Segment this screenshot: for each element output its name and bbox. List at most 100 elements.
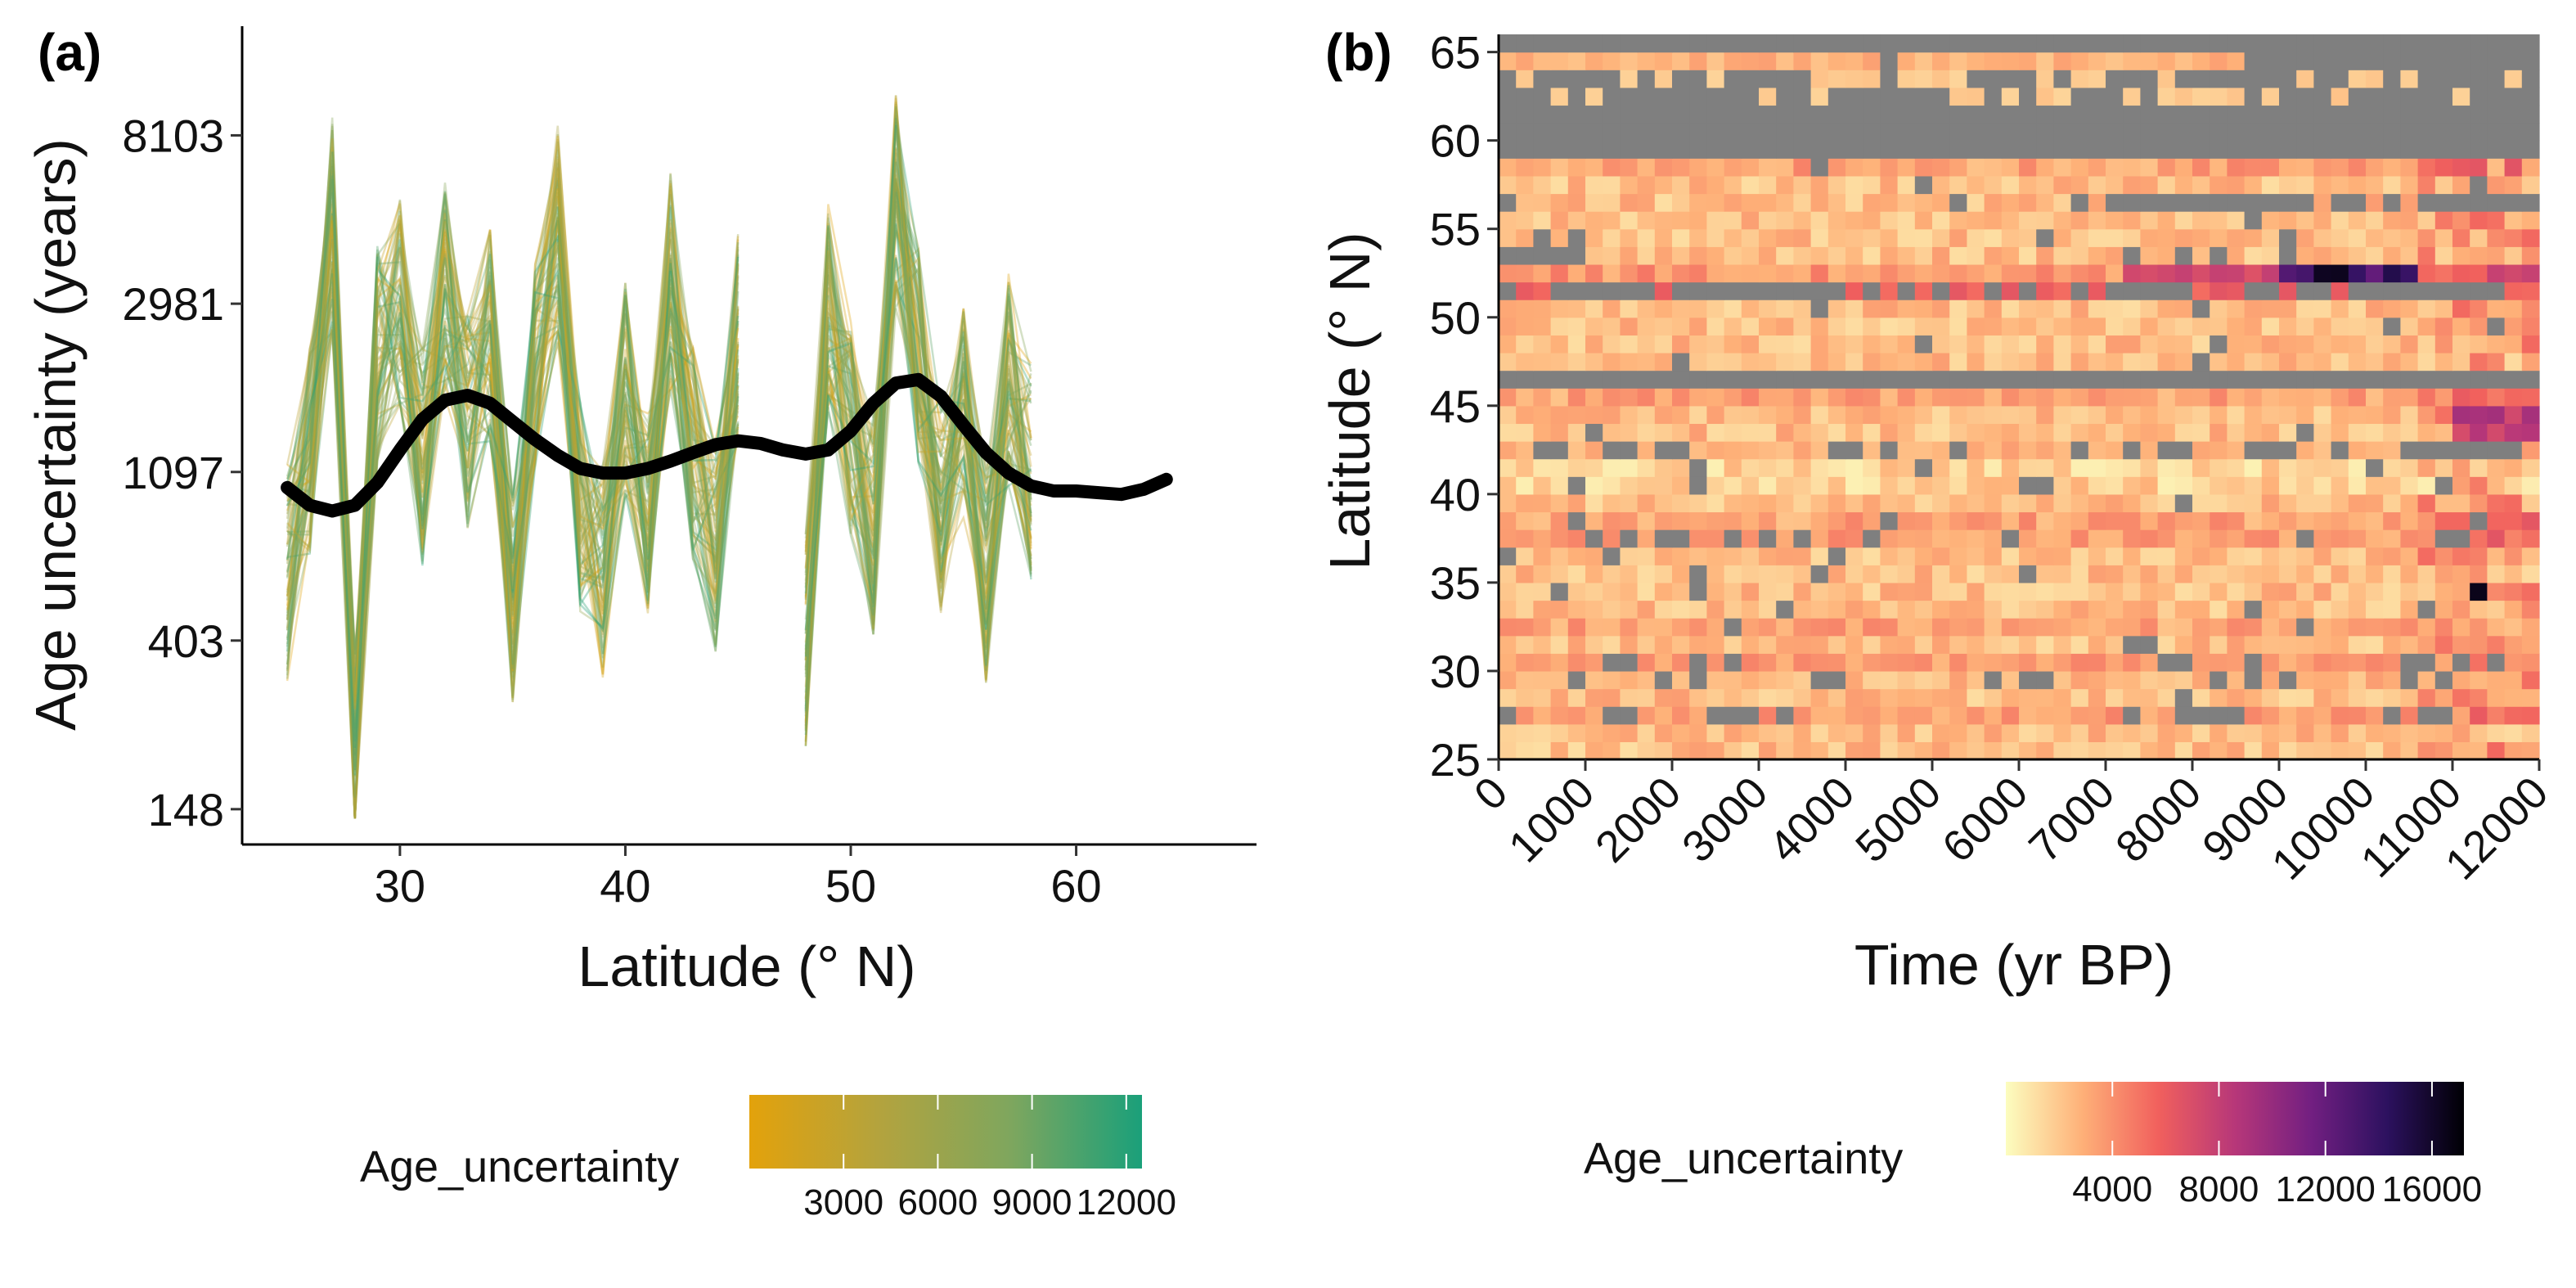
heatmap-cell — [2106, 547, 2124, 565]
heatmap-cell — [1914, 600, 1933, 619]
heatmap-cell — [1967, 87, 1985, 106]
sample-trace — [285, 156, 740, 819]
heatmap-cell — [2019, 476, 2037, 495]
heatmap-cell — [1967, 547, 1985, 565]
heatmap-cell — [2174, 388, 2193, 407]
heatmap-cell — [2521, 547, 2540, 565]
heatmap-cell — [2174, 600, 2193, 619]
heatmap-cell — [1672, 70, 1690, 88]
heatmap-cell — [1516, 706, 1534, 725]
heatmap-cell — [2174, 706, 2193, 725]
heatmap-cell — [2487, 458, 2506, 477]
heatmap-cell — [2452, 263, 2470, 283]
sample-trace — [804, 256, 1032, 721]
heatmap-cell — [2244, 529, 2263, 548]
sample-trace — [285, 159, 740, 703]
heatmap-cell — [2331, 246, 2349, 265]
heatmap-cell — [2521, 105, 2540, 124]
heatmap-cell — [1967, 140, 1985, 159]
heatmap-cell — [2434, 317, 2453, 336]
heatmap-cell — [1863, 140, 1881, 159]
heatmap-cell — [1706, 211, 1725, 230]
heatmap-cell — [2504, 263, 2523, 283]
heatmap-cell — [1863, 175, 1881, 195]
heatmap-cell — [1827, 87, 1846, 106]
heatmap-cell — [1759, 565, 1777, 583]
heatmap-cell — [1897, 529, 1916, 548]
heatmap-cell — [1759, 688, 1777, 707]
heatmap-cell — [1967, 105, 1985, 124]
heatmap-cell — [2210, 706, 2228, 725]
heatmap-cell — [2521, 211, 2540, 230]
heatmap-cell — [1932, 211, 1950, 230]
heatmap-cell — [1949, 228, 1967, 247]
heatmap-cell — [1949, 175, 1967, 195]
heatmap-cell — [2487, 211, 2506, 230]
heatmap-cell — [2192, 565, 2210, 583]
heatmap-cell — [1654, 565, 1673, 583]
heatmap-cell — [1880, 87, 1899, 106]
heatmap-cell — [2417, 70, 2436, 88]
heatmap-cell — [1880, 123, 1899, 142]
heatmap-cell — [2070, 370, 2089, 389]
sample-trace — [285, 165, 740, 768]
heatmap-cell — [1897, 105, 1916, 124]
heatmap-cell — [2019, 175, 2037, 195]
heatmap-cell — [2470, 317, 2488, 336]
heatmap-cell — [2331, 370, 2349, 389]
heatmap-cell — [2140, 388, 2159, 407]
heatmap-cell — [2244, 52, 2263, 70]
heatmap-cell — [1880, 476, 1899, 495]
heatmap-cell — [2001, 281, 2020, 300]
heatmap-cell — [2470, 175, 2488, 195]
heatmap-cell — [2296, 140, 2314, 159]
heatmap-cell — [2053, 281, 2072, 300]
heatmap-cell — [1845, 317, 1863, 336]
heatmap-cell — [2157, 388, 2176, 407]
heatmap-cell — [2261, 388, 2280, 407]
heatmap-cell — [1880, 405, 1899, 425]
heatmap-cell — [1984, 723, 2003, 742]
heatmap-cell — [2313, 70, 2332, 88]
heatmap-cell — [2487, 34, 2506, 53]
heatmap-cell — [2244, 335, 2263, 354]
heatmap-cell — [2036, 228, 2054, 247]
heatmap-cell — [1827, 370, 1846, 389]
heatmap-cell — [1914, 706, 1933, 725]
heatmap-cell — [2417, 52, 2436, 70]
heatmap-cell — [1567, 600, 1586, 619]
heatmap-cell — [1603, 547, 1621, 565]
heatmap-cell — [2106, 228, 2124, 247]
heatmap-cell — [1810, 529, 1829, 548]
heatmap-cell — [2296, 105, 2314, 124]
sample-trace — [285, 191, 740, 701]
heatmap-cell — [1914, 618, 1933, 637]
heatmap-cell — [1845, 281, 1863, 300]
heatmap-cell — [1845, 582, 1863, 601]
heatmap-cell — [1741, 565, 1760, 583]
heatmap-cell — [2001, 653, 2020, 672]
panel-a-sample-traces — [285, 95, 1032, 819]
heatmap-cell — [1949, 458, 1967, 477]
heatmap-cell — [1810, 706, 1829, 725]
heatmap-cell — [1724, 547, 1742, 565]
heatmap-cell — [2261, 140, 2280, 159]
heatmap-cell — [1845, 87, 1863, 106]
heatmap-cell — [2244, 299, 2263, 318]
heatmap-cell — [1672, 335, 1690, 354]
heatmap-cell — [2383, 688, 2401, 707]
heatmap-cell — [2348, 211, 2367, 230]
heatmap-cell — [1724, 123, 1742, 142]
heatmap-cell — [1845, 600, 1863, 619]
heatmap-cell — [2088, 618, 2106, 637]
heatmap-cell — [2227, 706, 2246, 725]
heatmap-cell — [1932, 653, 1950, 672]
heatmap-cell — [2504, 140, 2523, 159]
heatmap-cell — [2210, 653, 2228, 672]
heatmap-cell — [1706, 688, 1725, 707]
heatmap-cell — [2244, 281, 2263, 300]
heatmap-cell — [2123, 706, 2141, 725]
heatmap-cell — [2001, 228, 2020, 247]
heatmap-cell — [2417, 529, 2436, 548]
heatmap-cell — [1533, 52, 1552, 70]
